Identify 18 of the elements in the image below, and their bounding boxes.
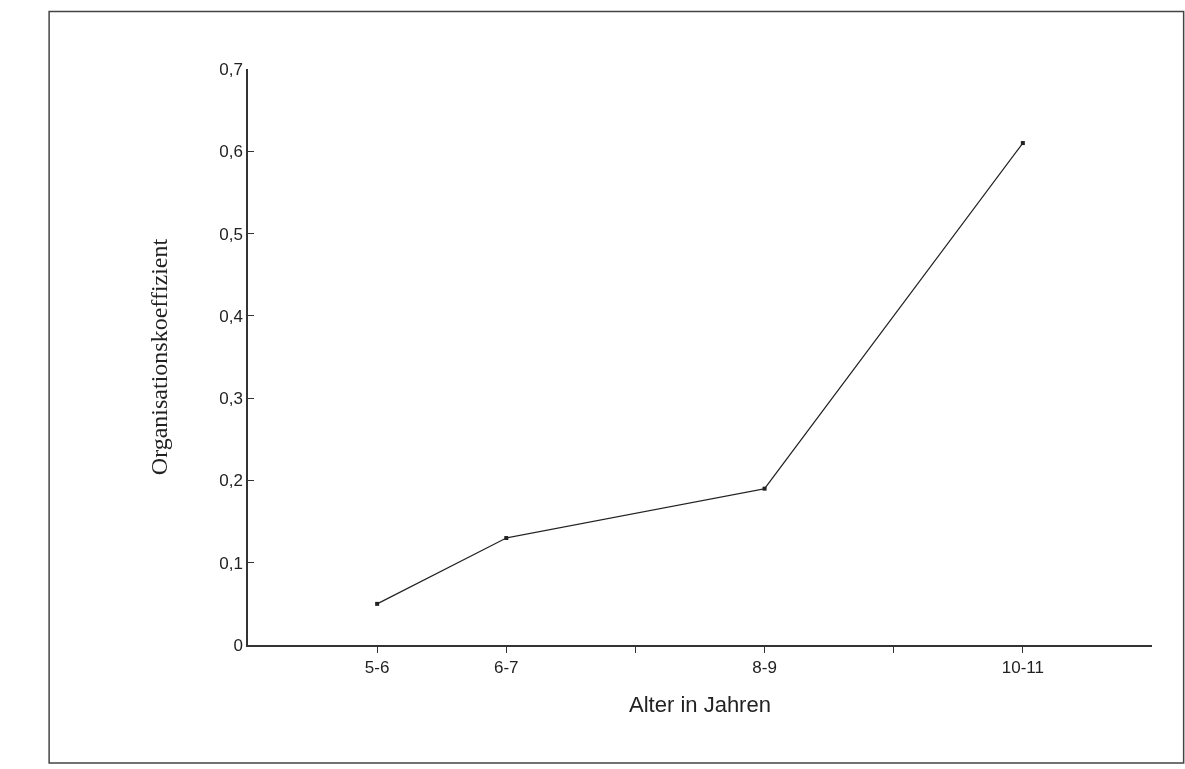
x-tick-label: 8-9: [752, 658, 777, 678]
point: [504, 536, 509, 541]
y-tick-label: 0: [233, 635, 243, 655]
y-tick-label: 0,4: [219, 306, 243, 326]
x-tick-label: 5-6: [364, 658, 390, 678]
y-tick-label: 0,7: [219, 59, 243, 79]
point: [1020, 141, 1025, 146]
y-axis-title: Organisationskoeffizient: [145, 238, 172, 476]
x-axis-title: Alter in Jahren: [629, 691, 771, 717]
x-tick-label: 6-7: [494, 658, 519, 678]
y-tick-label: 0,1: [219, 553, 243, 573]
y-tick-label: 0,2: [219, 471, 243, 491]
x-tick-label: 10-11: [1001, 658, 1044, 678]
point: [375, 601, 380, 606]
y-tick-label: 0,6: [219, 142, 243, 162]
y-tick-label: 0,5: [219, 224, 243, 244]
point: [762, 486, 767, 491]
y-tick-label: 0,3: [219, 389, 243, 409]
